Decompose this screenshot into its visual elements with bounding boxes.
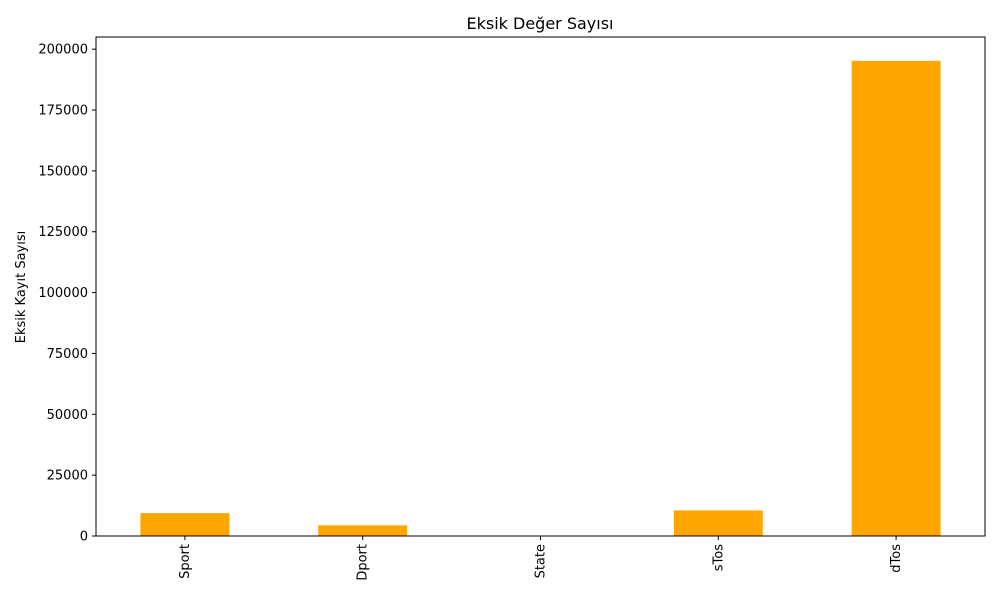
y-tick-label: 200000 — [38, 43, 88, 58]
bar-sport — [140, 513, 230, 536]
y-tick-label: 0 — [80, 530, 88, 545]
x-axis-ticks: Sport Dport State sTos dTos — [178, 536, 904, 581]
bar-dtos — [851, 60, 941, 536]
y-tick-label: 25000 — [47, 469, 88, 484]
bars-group — [140, 60, 941, 536]
y-tick-label: 100000 — [38, 286, 88, 301]
x-tick-label: State — [534, 544, 549, 578]
y-axis-label: Eksik Kayıt Sayısı — [14, 231, 29, 344]
y-tick-label: 125000 — [38, 225, 88, 240]
bar-stos — [673, 510, 763, 536]
y-axis-ticks: 0 25000 50000 75000 100000 125000 150000 175000… — [38, 43, 96, 545]
x-tick-label: Sport — [178, 544, 193, 579]
y-tick-label: 75000 — [47, 347, 88, 362]
x-tick-label: dTos — [889, 544, 904, 573]
y-tick-label: 50000 — [47, 408, 88, 423]
plot-frame — [95, 36, 986, 537]
chart-title: Eksik Değer Sayısı — [467, 14, 614, 33]
x-tick-label: Dport — [356, 544, 371, 581]
y-tick-label: 150000 — [38, 164, 88, 179]
y-tick-label: 175000 — [38, 104, 88, 119]
x-tick-label: sTos — [711, 544, 726, 571]
bar-dport — [318, 525, 408, 536]
